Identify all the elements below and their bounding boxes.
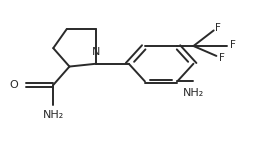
Text: F: F [215,23,221,33]
Text: F: F [218,53,224,63]
Text: O: O [9,80,18,90]
Text: NH₂: NH₂ [183,89,204,99]
Text: NH₂: NH₂ [43,110,64,120]
Text: F: F [230,40,236,50]
Text: N: N [92,47,101,57]
